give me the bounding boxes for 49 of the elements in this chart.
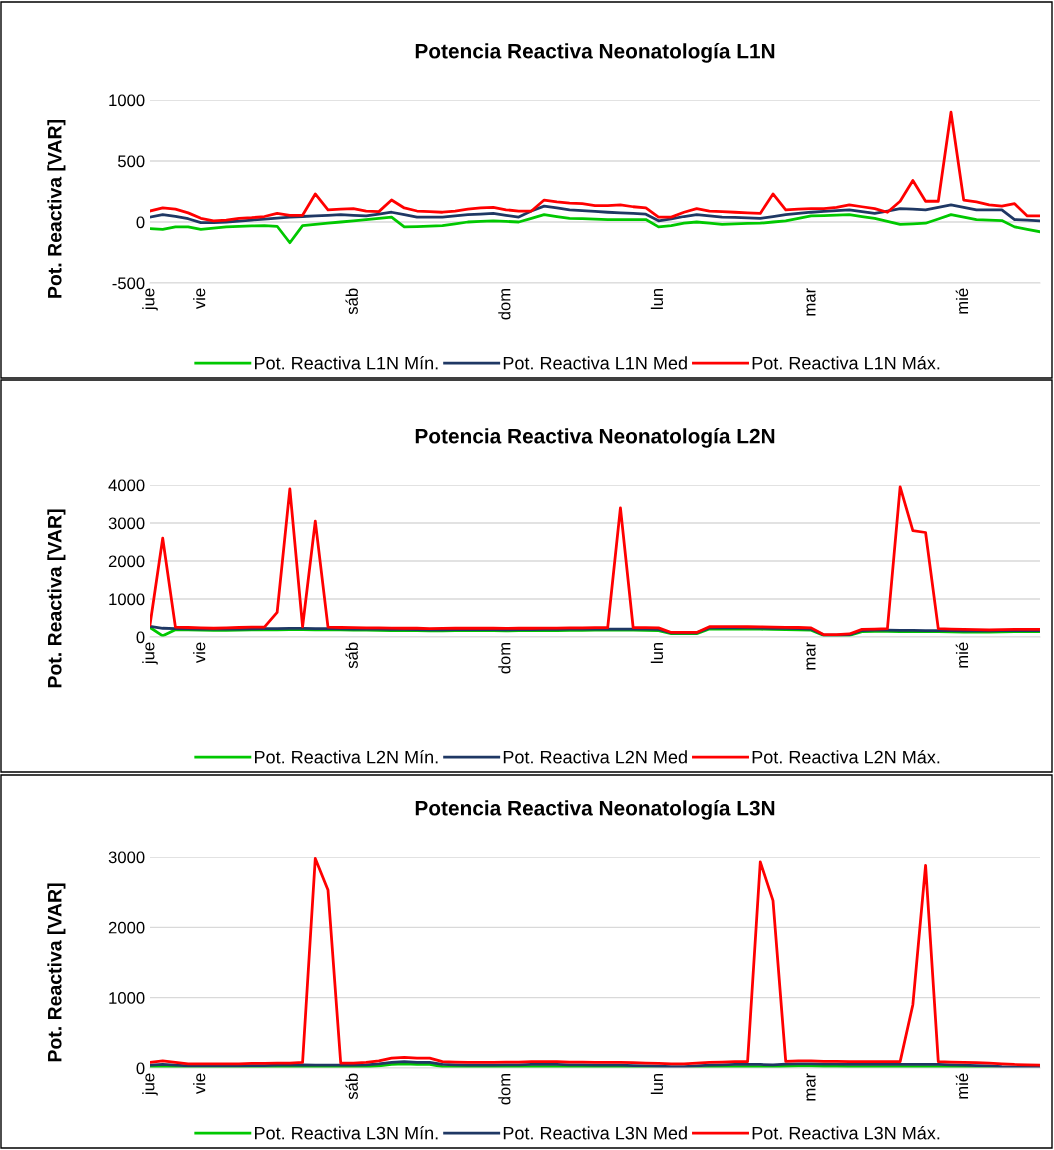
x-tick-label: vie <box>193 1073 206 1095</box>
chart-title: Potencia Reactiva Neonatología L2N <box>415 428 775 448</box>
y-tick-label: 4000 <box>108 479 145 492</box>
x-tick-label: sáb <box>345 1073 358 1100</box>
y-axis-title: Pot. Reactiva [VAR] <box>47 883 66 1062</box>
x-tick-label: vie <box>193 642 206 664</box>
y-axis-title: Pot. Reactiva [VAR] <box>47 120 66 298</box>
y-axis-title: Pot. Reactiva [VAR] <box>47 509 66 688</box>
y-tick-label: 500 <box>118 155 145 168</box>
x-tick-label: mié <box>955 288 969 314</box>
y-tick-label: 3000 <box>108 517 145 530</box>
y-tick-label: 0 <box>136 216 145 229</box>
x-tick-label: jue <box>142 642 158 665</box>
x-tick-label: mar <box>806 1073 816 1101</box>
x-tick-label: mar <box>806 288 816 316</box>
x-tick-label: vie <box>193 288 206 310</box>
y-tick-label: 1000 <box>109 992 145 1004</box>
y-tick-label: 2000 <box>108 921 145 934</box>
legend-label: Pot. Reactiva L1N Máx. <box>752 356 940 370</box>
x-tick-label: lun <box>650 288 664 309</box>
y-tick-label: 1000 <box>109 593 145 606</box>
y-tick-label: 0 <box>136 1062 145 1075</box>
x-tick-label: sáb <box>345 288 358 315</box>
x-tick-label: lun <box>650 642 664 663</box>
x-tick-label: dom <box>498 288 511 320</box>
x-tick-label: jue <box>142 288 158 311</box>
x-tick-label: mié <box>955 642 969 668</box>
legend-label: Pot. Reactiva L1N Mín. <box>255 356 438 370</box>
y-tick-label: -500 <box>112 277 145 290</box>
x-tick-label: dom <box>498 1073 511 1105</box>
x-tick-label: sáb <box>345 642 358 669</box>
legend-label: Pot. Reactiva L3N Máx. <box>752 1126 940 1140</box>
x-tick-label: dom <box>498 642 511 674</box>
legend-label: Pot. Reactiva L3N Mín. <box>255 1126 438 1140</box>
y-tick-label: 2000 <box>108 555 145 568</box>
legend-label: Pot. Reactiva L3N Med <box>503 1126 687 1140</box>
x-tick-label: jue <box>142 1073 158 1096</box>
y-tick-label: 1000 <box>109 94 145 107</box>
x-tick-label: mié <box>955 1073 969 1099</box>
chart-title: Potencia Reactiva Neonatología L3N <box>415 800 775 820</box>
chart-title: Potencia Reactiva Neonatología L1N <box>415 43 775 63</box>
y-tick-label: 3000 <box>108 851 145 864</box>
x-tick-label: lun <box>650 1073 664 1094</box>
y-tick-label: 0 <box>136 631 145 644</box>
x-tick-label: mar <box>806 642 816 670</box>
legend-label: Pot. Reactiva L2N Med <box>503 750 687 764</box>
legend-label: Pot. Reactiva L2N Mín. <box>255 750 438 764</box>
legend-label: Pot. Reactiva L2N Máx. <box>752 750 940 764</box>
legend-label: Pot. Reactiva L1N Med <box>503 356 687 370</box>
